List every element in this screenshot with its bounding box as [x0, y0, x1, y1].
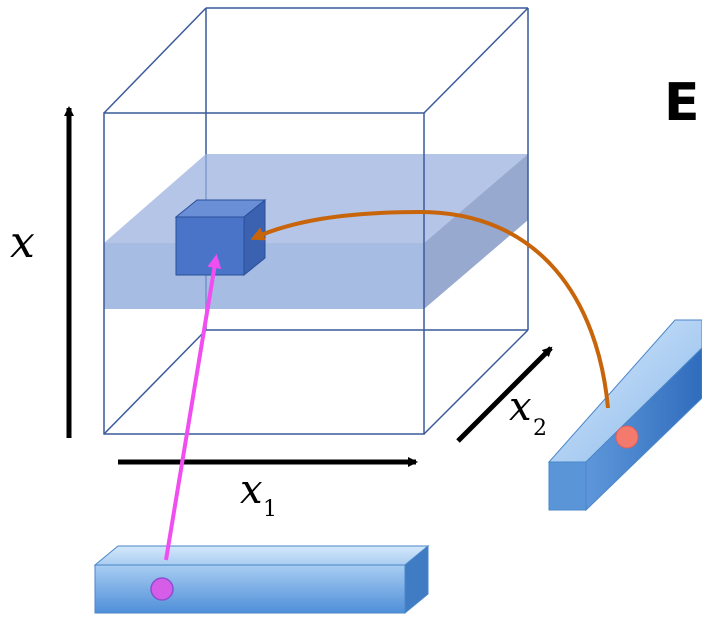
fiber-bar-horizontal-front: [94, 564, 406, 614]
fiber-bar-horizontal: [93, 544, 430, 615]
cube-front-face: [103, 112, 425, 435]
fiber-bar-horizontal-side: [404, 544, 429, 615]
fiber-bar-diagonal-side: [585, 347, 702, 512]
fiber-bar-horizontal-top: [93, 545, 430, 566]
cube-top-left-edge: [103, 7, 207, 114]
small-cube-front: [175, 216, 245, 276]
cube-top-right-edge: [423, 7, 529, 114]
slab-side-face: [424, 154, 528, 309]
fiber-element-dot-salmon: [615, 425, 639, 449]
depth-axis-subscript: 2: [533, 416, 547, 441]
fiber-bar-diagonal-front: [548, 461, 587, 511]
cube-back-edge: [103, 329, 207, 435]
horizontal-axis-subscript: 1: [263, 497, 277, 522]
magenta-mapping-arrow: [164, 254, 222, 561]
axes: [64, 106, 553, 467]
heading-text: E: [664, 73, 700, 133]
depth-axis-label: x: [509, 384, 532, 430]
cube-bottom-right-edge: [423, 329, 529, 435]
depth-axis-arrow: [456, 346, 553, 443]
vertical-axis-label: x: [10, 217, 35, 268]
fiber-bar-diagonal: [547, 319, 702, 512]
fiber-element-dot-magenta: [150, 577, 174, 601]
horizontal-axis-label: x: [240, 467, 263, 513]
slab: [104, 154, 528, 309]
cube-front-edges: [103, 7, 529, 435]
small-cube: [174, 198, 267, 277]
orange-mapping-arrow: [250, 209, 610, 409]
